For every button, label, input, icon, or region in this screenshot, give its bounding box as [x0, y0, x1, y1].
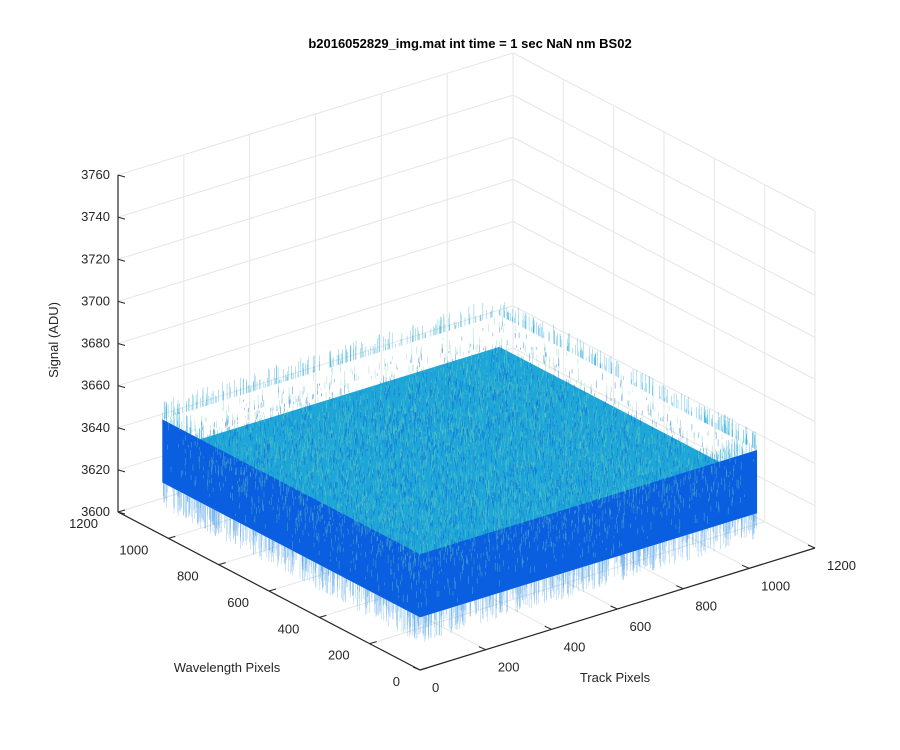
y-tick	[168, 535, 176, 539]
y-tick-label: 600	[227, 595, 249, 610]
z-tick	[117, 469, 126, 473]
y-axis-label: Wavelength Pixels	[174, 660, 281, 675]
z-tick	[117, 258, 126, 262]
z-tick-label: 3680	[81, 336, 110, 351]
wall-grid-line	[117, 52, 514, 176]
x-tick	[412, 666, 421, 671]
y-tick	[218, 562, 226, 566]
wall-grid-line	[117, 178, 514, 302]
z-tick-label: 3760	[81, 167, 110, 182]
x-tick-label: 600	[630, 619, 652, 634]
y-tick	[369, 641, 377, 645]
wall-grid-line	[512, 52, 816, 212]
z-tick-label: 3740	[81, 209, 110, 224]
y-tick-label: 1200	[69, 516, 98, 531]
x-tick-label: 0	[432, 680, 439, 695]
x-tick-label: 1200	[827, 558, 856, 573]
x-tick	[741, 564, 750, 569]
wall-grid-line	[512, 221, 816, 380]
surface	[162, 302, 758, 642]
wall-grid-line	[512, 136, 816, 296]
z-tick	[117, 511, 126, 515]
y-tick	[419, 667, 428, 671]
y-tick-label: 1000	[119, 542, 148, 557]
z-tick	[117, 385, 126, 389]
z-tick-label: 3620	[81, 462, 110, 477]
surface-edge-noise	[162, 483, 757, 642]
y-tick	[117, 509, 126, 513]
x-tick	[807, 544, 816, 549]
x-tick	[544, 625, 552, 630]
x-tick-label: 800	[695, 599, 717, 614]
y-tick-label: 200	[328, 648, 350, 663]
z-tick	[117, 300, 126, 304]
z-tick-label: 3720	[81, 251, 110, 266]
x-tick-label: 200	[498, 660, 520, 675]
y-tick	[319, 614, 327, 618]
wall-grid-line	[117, 305, 514, 429]
y-tick-label: 0	[393, 674, 400, 689]
wall-grid-line	[117, 263, 514, 387]
wall-grid-line	[117, 94, 514, 218]
wall-grid-line	[512, 347, 816, 507]
y-tick-label: 800	[177, 569, 199, 584]
z-tick	[117, 174, 126, 178]
wall-grid-line	[117, 136, 514, 260]
x-tick	[676, 585, 684, 590]
z-tick	[117, 427, 126, 431]
wall-grid-line	[117, 221, 514, 344]
z-axis-label: Signal (ADU)	[46, 302, 61, 378]
surface-front-right	[420, 450, 758, 618]
z-tick-label: 3700	[81, 293, 110, 308]
wall-grid-line	[512, 178, 816, 338]
y-tick-label: 400	[278, 621, 300, 636]
z-tick-label: 3600	[81, 504, 110, 519]
chart-title: b2016052829_img.mat int time = 1 sec NaN…	[308, 36, 631, 51]
z-tick-label: 3640	[81, 420, 110, 435]
x-axis-label: Track Pixels	[580, 670, 651, 685]
wall-grid-line	[512, 94, 816, 254]
surface-rim-noise	[162, 302, 757, 555]
z-tick	[117, 216, 126, 220]
z-tick	[117, 343, 126, 346]
x-tick	[610, 605, 618, 610]
wall-grid-line	[512, 263, 816, 423]
ticks: 3600 3620 3640 3660 3680 3700 3720 3740 3760 0 200…	[69, 167, 856, 695]
x-tick-label: 1000	[761, 578, 790, 593]
x-tick-label: 400	[564, 639, 586, 654]
wall-grid-line	[512, 305, 816, 465]
z-tick-label: 3660	[81, 378, 110, 393]
y-tick	[268, 588, 277, 592]
x-tick	[478, 646, 487, 651]
